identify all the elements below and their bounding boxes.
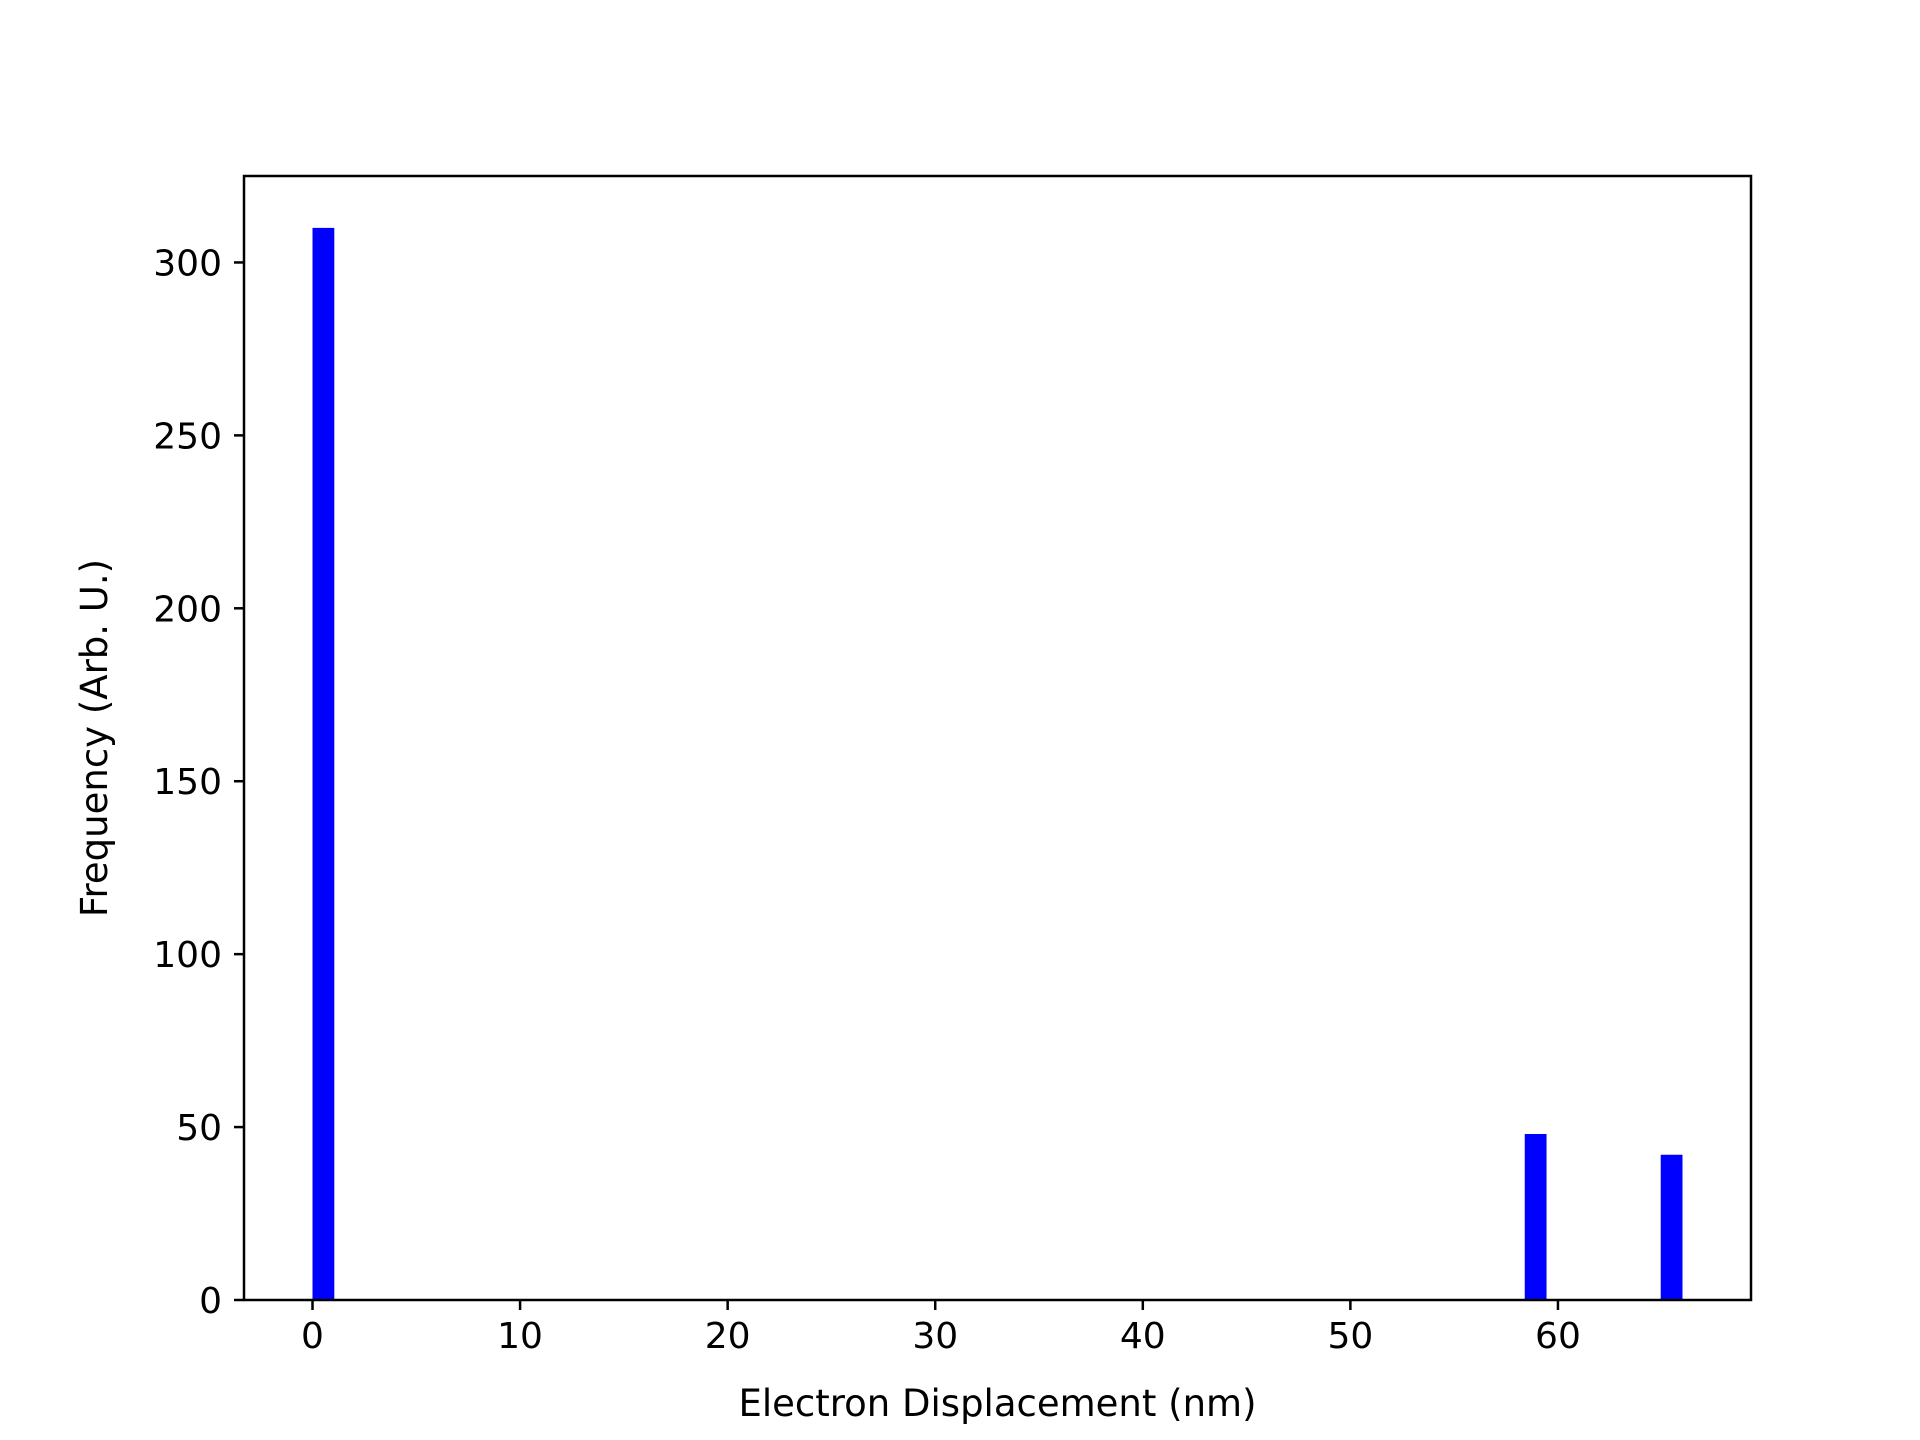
y-tick-label: 150 — [153, 762, 222, 803]
y-axis-label: Frequency (Arb. U.) — [73, 559, 116, 917]
y-tick-label: 250 — [153, 416, 222, 457]
y-axis-ticks: 0 50 100 150 200 250 300 — [153, 243, 244, 1322]
bar-1 — [1524, 1133, 1547, 1300]
y-tick-label: 0 — [199, 1281, 222, 1322]
y-tick-label: 50 — [176, 1108, 222, 1149]
bars-group — [312, 227, 1683, 1300]
x-tick-label: 40 — [1120, 1316, 1166, 1357]
plot-area — [242, 174, 1753, 1302]
x-tick-label: 0 — [301, 1316, 324, 1357]
bar-0 — [312, 227, 335, 1300]
y-tick-label: 100 — [153, 935, 222, 976]
x-tick-label: 10 — [497, 1316, 543, 1357]
bar-2 — [1660, 1154, 1683, 1300]
axes-frame — [242, 174, 1753, 1302]
x-tick-label: 50 — [1327, 1316, 1373, 1357]
x-tick-label: 60 — [1535, 1316, 1581, 1357]
x-axis-ticks: 0 10 20 30 40 50 60 — [301, 1300, 1581, 1357]
x-tick-label: 20 — [705, 1316, 751, 1357]
y-tick-label: 300 — [153, 243, 222, 284]
x-tick-label: 30 — [912, 1316, 958, 1357]
y-tick-label: 200 — [153, 589, 222, 630]
x-axis-label: Electron Displacement (nm) — [739, 1382, 1257, 1425]
